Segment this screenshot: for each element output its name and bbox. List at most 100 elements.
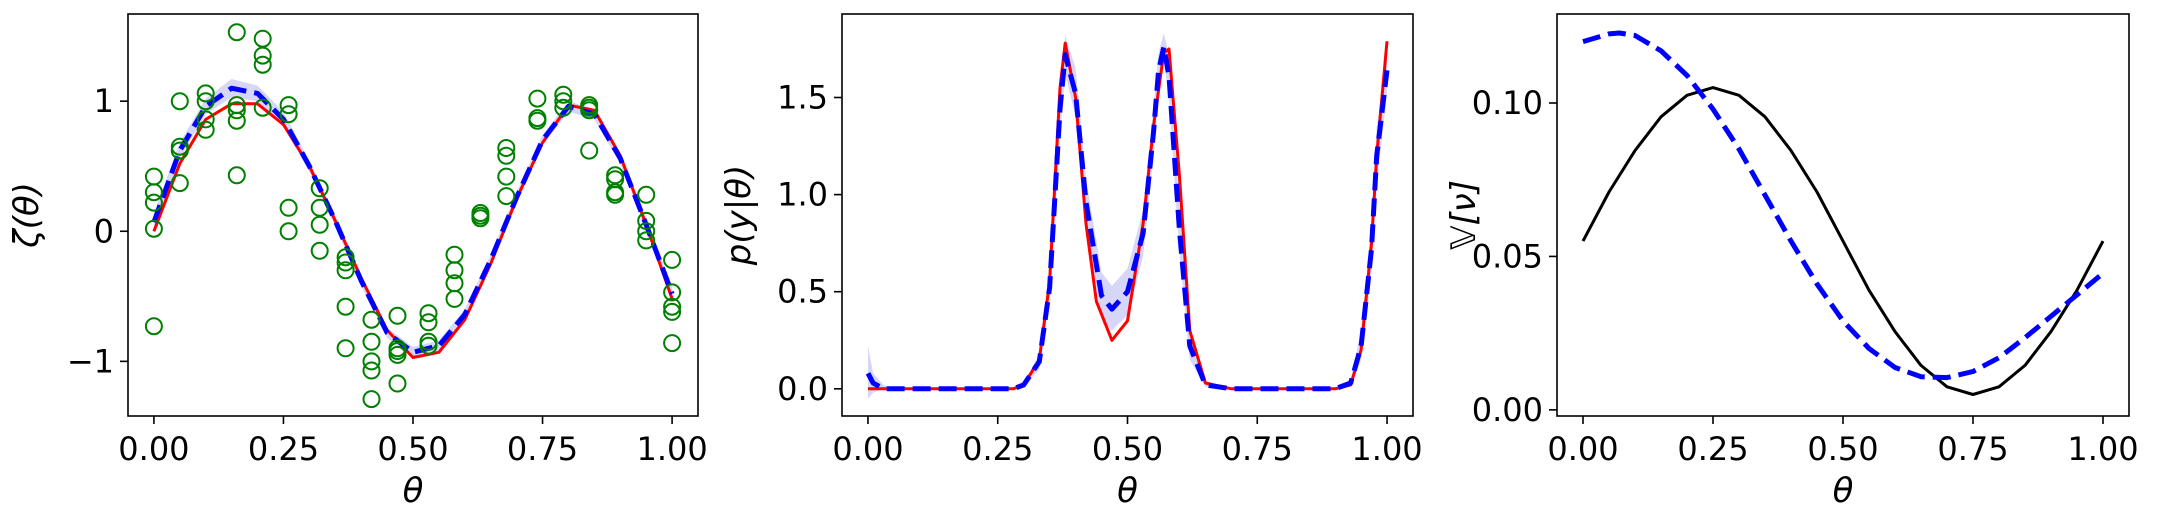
observation-point bbox=[170, 174, 189, 193]
observation-point bbox=[336, 261, 355, 280]
x-tick-label: 0.25 bbox=[962, 430, 1033, 468]
uncertainty-band bbox=[153, 79, 673, 358]
x-tick-label: 1.00 bbox=[2067, 430, 2138, 468]
x-tick-label: 0.75 bbox=[1222, 430, 1293, 468]
observation-point bbox=[580, 98, 599, 117]
observation-point bbox=[663, 302, 682, 321]
observation-point bbox=[362, 332, 381, 351]
x-tick-label: 0.75 bbox=[1937, 430, 2008, 468]
y-tick-label: −1 bbox=[67, 342, 114, 380]
axes-frame bbox=[841, 13, 1414, 417]
observation-point bbox=[606, 166, 625, 185]
panel-variance: 0.00 0.25 0.50 0.75 1.00 0.00 0.05 0.10 θ 𝕍[ν] bbox=[1444, 13, 2139, 511]
observation-point bbox=[196, 84, 215, 103]
observation-point bbox=[170, 92, 189, 111]
plot-area bbox=[865, 33, 1390, 399]
observation-point bbox=[253, 55, 272, 74]
observation-point bbox=[637, 231, 656, 250]
observation-point bbox=[419, 313, 438, 332]
observation-point bbox=[279, 105, 298, 124]
y-tick-label: 1 bbox=[94, 82, 114, 120]
observation-point bbox=[227, 101, 246, 120]
observation-point bbox=[663, 297, 682, 316]
observation-point bbox=[528, 89, 547, 108]
observation-point bbox=[196, 120, 215, 139]
observation-point bbox=[227, 96, 246, 115]
observation-point bbox=[362, 361, 381, 380]
x-tick-label: 0.50 bbox=[1092, 430, 1163, 468]
observation-point bbox=[497, 146, 516, 165]
observation-point bbox=[663, 250, 682, 269]
observation-point bbox=[144, 219, 163, 238]
y-tick-label: 1.5 bbox=[777, 79, 828, 117]
x-tick-label: 0.00 bbox=[832, 430, 903, 468]
observation-point bbox=[637, 222, 656, 241]
observation-point bbox=[310, 241, 329, 260]
observation-point bbox=[144, 183, 163, 202]
y-tick-label: 0.0 bbox=[777, 370, 828, 408]
observation-point bbox=[144, 167, 163, 186]
y-axis-label: ζ(θ) bbox=[7, 182, 47, 249]
observation-point bbox=[279, 96, 298, 115]
x-axis-label: θ bbox=[1117, 471, 1138, 511]
observation-point bbox=[606, 183, 625, 202]
observation-point bbox=[170, 137, 189, 156]
observation-point bbox=[336, 253, 355, 272]
observation-point bbox=[388, 345, 407, 364]
observation-point bbox=[580, 141, 599, 160]
y-axis-label: p(y|θ) bbox=[719, 165, 759, 267]
observation-point bbox=[445, 289, 464, 308]
observation-point bbox=[663, 283, 682, 302]
observation-point bbox=[279, 198, 298, 217]
observation-point bbox=[196, 110, 215, 129]
observation-point bbox=[445, 245, 464, 264]
uncertainty-band bbox=[868, 33, 1387, 399]
observation-point bbox=[388, 374, 407, 393]
observation-point bbox=[227, 166, 246, 185]
observation-point bbox=[310, 179, 329, 198]
observation-point bbox=[445, 261, 464, 280]
true-function-line bbox=[868, 41, 1389, 391]
x-tick-label: 0.25 bbox=[248, 430, 319, 468]
observation-point bbox=[663, 334, 682, 353]
observation-point bbox=[253, 46, 272, 65]
observation-point bbox=[471, 206, 490, 225]
x-tick-label: 0.75 bbox=[507, 430, 578, 468]
observation-point bbox=[144, 317, 163, 336]
observation-point bbox=[310, 198, 329, 217]
x-tick-label: 0.00 bbox=[118, 430, 189, 468]
panel-likelihood: 0.00 0.25 0.50 0.75 1.00 0.0 0.5 1.0 1.5 θ p(y|θ) bbox=[719, 13, 1423, 511]
y-tick-label: 0.05 bbox=[1472, 237, 1543, 275]
x-tick-label: 0.00 bbox=[1547, 430, 1618, 468]
observation-point bbox=[528, 109, 547, 128]
observation-point bbox=[144, 193, 163, 212]
y-tick-label: 0.10 bbox=[1472, 84, 1543, 122]
y-tick-label: 0 bbox=[94, 212, 114, 250]
true-function-line bbox=[152, 102, 674, 359]
true-function-line bbox=[1581, 86, 2105, 396]
observation-point bbox=[362, 352, 381, 371]
observation-point bbox=[336, 248, 355, 267]
observation-point bbox=[637, 211, 656, 230]
plot-area bbox=[144, 23, 682, 409]
predicted-mean-line bbox=[865, 44, 1390, 392]
observation-point bbox=[253, 98, 272, 117]
axes-frame bbox=[1556, 13, 2130, 417]
observation-point bbox=[227, 23, 246, 42]
observation-point bbox=[362, 310, 381, 329]
observation-point bbox=[554, 85, 573, 104]
y-tick-label: 1.0 bbox=[777, 176, 828, 214]
x-axis-label: θ bbox=[403, 471, 424, 511]
x-axis-label: θ bbox=[1833, 471, 1854, 511]
observation-point bbox=[497, 167, 516, 186]
panel-zeta: 0.00 0.25 0.50 0.75 1.00 −1 0 1 θ ζ(θ) bbox=[7, 13, 708, 511]
observation-point bbox=[637, 185, 656, 204]
observation-point bbox=[253, 29, 272, 48]
observation-point bbox=[310, 215, 329, 234]
x-tick-label: 0.50 bbox=[1807, 430, 1878, 468]
y-tick-label: 0.5 bbox=[777, 273, 828, 311]
x-tick-label: 0.50 bbox=[377, 430, 448, 468]
x-tick-label: 1.00 bbox=[1351, 430, 1422, 468]
observation-point bbox=[554, 98, 573, 117]
